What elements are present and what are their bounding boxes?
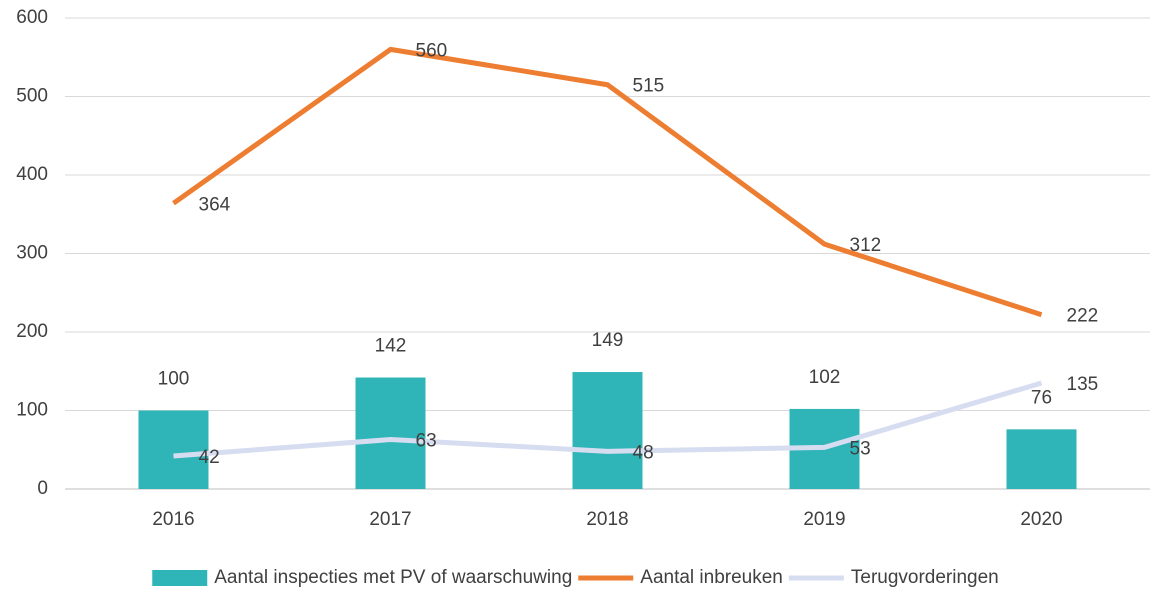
data-label: 42 [199,447,220,468]
data-label: 515 [633,76,665,97]
legend-label: Aantal inspecties met PV of waarschuwing [214,567,572,588]
x-tick-label: 2018 [586,509,628,530]
data-label: 102 [809,367,841,388]
bar [355,377,426,489]
data-label: 142 [375,336,407,357]
data-label: 53 [850,438,871,459]
data-label: 135 [1067,374,1099,395]
data-label: 76 [1031,387,1052,408]
data-label: 48 [633,442,654,463]
line [172,46,1043,318]
y-tick-label: 600 [16,7,48,28]
y-tick-label: 300 [16,243,48,264]
y-tick-label: 400 [16,164,48,185]
x-tick-label: 2019 [803,509,845,530]
data-label: 222 [1067,306,1099,327]
x-tick-label: 2016 [152,509,194,530]
y-tick-label: 0 [37,478,48,499]
data-label: 364 [199,194,231,215]
y-tick-label: 500 [16,86,48,107]
data-label: 100 [158,369,190,390]
legend-swatch [152,570,208,586]
y-tick-label: 200 [16,321,48,342]
bar [572,372,643,489]
legend-label: Terugvorderingen [851,567,999,588]
bar [1006,429,1077,489]
line [173,380,1043,459]
x-tick-label: 2020 [1020,509,1062,530]
data-label: 149 [592,330,624,351]
bar [138,410,209,489]
data-label: 63 [416,431,437,452]
x-tick-label: 2017 [369,509,411,530]
data-label: 312 [850,235,882,256]
y-tick-label: 100 [16,400,48,421]
legend-label: Aantal inbreuken [640,567,783,588]
data-label: 560 [416,40,448,61]
